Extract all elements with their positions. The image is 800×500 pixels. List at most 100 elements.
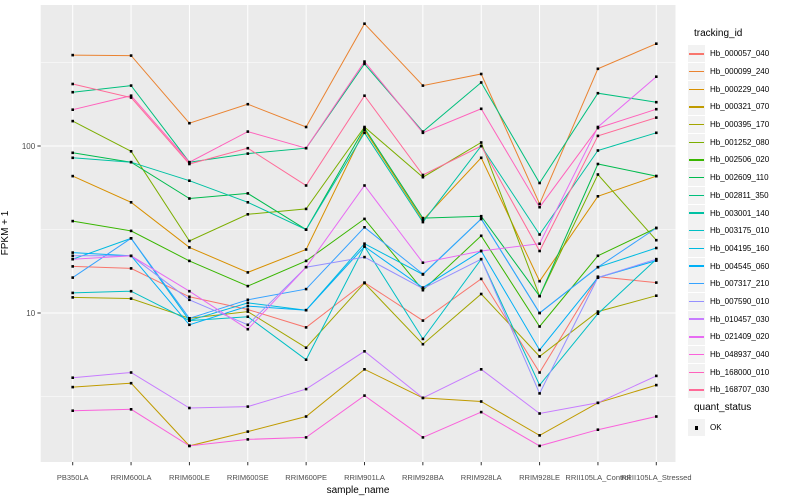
data-point xyxy=(71,53,74,57)
data-point xyxy=(538,242,541,245)
data-point xyxy=(304,387,308,391)
data-point xyxy=(188,323,191,327)
data-point xyxy=(363,350,366,353)
data-point xyxy=(421,342,425,346)
data-point xyxy=(655,259,658,262)
data-point xyxy=(188,295,191,299)
data-point xyxy=(421,131,425,135)
data-point xyxy=(129,54,133,57)
data-point xyxy=(129,237,133,240)
legend-key-line-icon xyxy=(688,363,705,381)
data-point xyxy=(246,146,250,150)
data-point xyxy=(188,298,191,302)
data-point xyxy=(538,325,541,328)
data-point xyxy=(363,368,366,371)
data-point xyxy=(304,184,308,187)
x-tick-label: RRIM901LA xyxy=(344,473,385,482)
data-point xyxy=(421,173,425,177)
data-point xyxy=(596,265,600,269)
data-point xyxy=(479,72,483,76)
y-tick-label: 100 xyxy=(22,142,36,151)
data-point xyxy=(304,436,308,439)
data-point xyxy=(479,217,483,221)
data-point xyxy=(246,201,250,204)
data-point xyxy=(188,319,191,322)
data-point xyxy=(596,149,600,152)
data-point xyxy=(304,346,308,349)
data-point xyxy=(596,401,600,405)
data-point xyxy=(421,287,425,290)
data-points xyxy=(71,22,658,448)
data-point xyxy=(71,82,74,86)
data-point xyxy=(246,438,250,441)
data-point xyxy=(129,254,133,258)
data-point xyxy=(538,371,541,374)
data-point xyxy=(421,319,425,322)
data-point xyxy=(71,409,74,412)
data-point xyxy=(479,214,483,218)
legend-key-line-icon xyxy=(688,151,705,169)
data-point xyxy=(538,181,541,185)
x-axis-title: sample_name xyxy=(326,485,390,496)
legend-item-label: Hb_007317_210 xyxy=(710,279,770,289)
data-point xyxy=(129,371,133,374)
data-point xyxy=(538,294,541,298)
legend-key-line-icon xyxy=(688,98,705,116)
data-point xyxy=(246,152,250,155)
data-point xyxy=(421,396,425,400)
data-point xyxy=(188,239,191,243)
legend-item-Hb_001252_080: Hb_001252_080 xyxy=(688,133,800,151)
legend-item-label: Hb_010457_030 xyxy=(710,314,770,324)
data-point xyxy=(596,173,600,176)
data-point xyxy=(246,192,250,195)
data-point xyxy=(596,67,600,71)
legend-item-Hb_168707_030: Hb_168707_030 xyxy=(688,381,800,399)
data-point xyxy=(596,276,600,279)
data-point xyxy=(71,291,74,295)
data-point xyxy=(246,327,250,331)
legend-item-Hb_007590_010: Hb_007590_010 xyxy=(688,292,800,311)
legend-item-label: Hb_000057_040 xyxy=(710,49,770,59)
legend-item-label: Hb_048937_040 xyxy=(710,350,770,360)
legend-quant-items: OK xyxy=(688,419,800,437)
data-point xyxy=(655,415,658,418)
data-point xyxy=(538,392,541,395)
data-point xyxy=(129,201,133,204)
data-point xyxy=(246,271,250,274)
data-point xyxy=(71,257,74,261)
legend-item-label: Hb_168000_010 xyxy=(710,367,770,377)
legend-key-line-icon xyxy=(688,292,705,310)
data-point xyxy=(538,311,541,315)
legend-key-line-icon xyxy=(688,381,705,399)
data-point xyxy=(655,100,658,104)
data-point xyxy=(304,248,308,251)
data-point xyxy=(304,207,308,211)
data-point xyxy=(655,75,658,78)
y-tick-labels: 100 10 xyxy=(22,142,36,318)
data-point xyxy=(421,175,425,179)
data-point xyxy=(655,226,658,230)
data-point xyxy=(596,195,600,198)
data-point xyxy=(71,296,74,299)
data-point xyxy=(129,96,133,99)
data-point xyxy=(188,197,191,200)
data-point xyxy=(479,81,483,84)
legend-item-Hb_004545_060: Hb_004545_060 xyxy=(688,257,800,275)
x-tick-labels: PB350LA RRIM600LA RRIM600LE RRIM600SE RRIM60… xyxy=(57,473,692,482)
data-point xyxy=(246,284,250,288)
data-point xyxy=(246,405,250,408)
data-point xyxy=(538,205,541,209)
legend-key-line-icon xyxy=(688,45,705,63)
data-point xyxy=(538,202,541,206)
data-point xyxy=(246,102,250,106)
legend-key-line-icon xyxy=(688,80,705,98)
data-point xyxy=(363,22,366,25)
x-tick-label: RRIM928BA xyxy=(402,473,444,482)
legend-item-label: Hb_004195_160 xyxy=(710,243,770,253)
data-point xyxy=(479,141,483,144)
data-point xyxy=(538,412,541,415)
data-point xyxy=(129,84,133,87)
data-point xyxy=(363,281,366,285)
x-tick-label: RRIM928LA xyxy=(461,473,502,482)
